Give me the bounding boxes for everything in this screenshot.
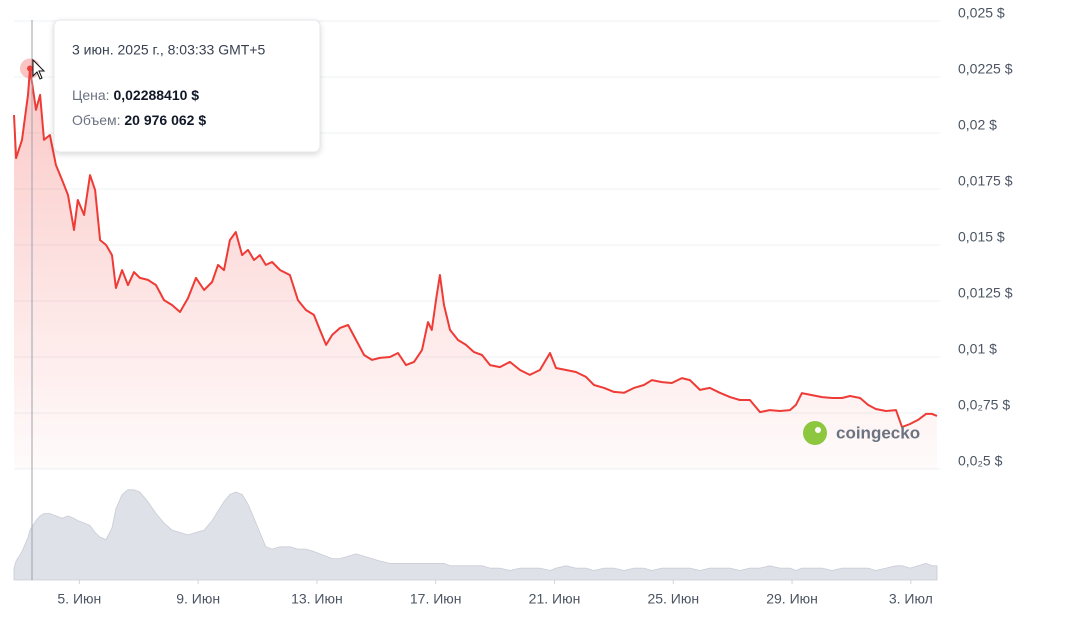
y-tick-label: 0,01 $ [958, 341, 997, 357]
y-tick-label: 0,025 $ [958, 5, 1005, 21]
y-tick-label: 0,0₂5 $ [958, 453, 1003, 469]
x-tick-label: 17. Июн [410, 591, 462, 607]
tooltip-price-label: Цена: 0,02288410 $ [72, 87, 199, 103]
tooltip-box [53, 19, 321, 153]
x-tick-label: 9. Июн [176, 591, 220, 607]
logo-icon [803, 421, 827, 445]
label: Объем: [72, 112, 121, 128]
cursor [32, 58, 46, 80]
x-tick-label: 13. Июн [291, 591, 343, 607]
volume-area [13, 489, 938, 581]
y-tick-label: 0,0₂75 $ [958, 397, 1010, 413]
x-tick-label: 3. Июл [889, 591, 933, 607]
logo-eye [815, 427, 821, 433]
y-tick-label: 0,02 $ [958, 117, 997, 133]
y-tick-label: 0,0125 $ [958, 285, 1013, 301]
price-line [13, 67, 938, 429]
y-tick-label: 0,0225 $ [958, 61, 1013, 77]
y-tick-label: 0,015 $ [958, 229, 1005, 245]
value: 0,02288410 $ [113, 87, 199, 103]
price-area [14, 68, 937, 469]
label: Цена: [72, 87, 110, 103]
x-tick-label: 21. Июн [529, 591, 581, 607]
watermark: coingecko [803, 421, 920, 445]
x-tick-label: 29. Июн [766, 591, 818, 607]
x-tick-label: 5. Июн [57, 591, 101, 607]
logo-text: coingecko [836, 423, 920, 442]
x-tick-label: 25. Июн [647, 591, 699, 607]
hover-point [27, 65, 34, 72]
tooltip: 3 июн. 2025 г., 8:03:33 GMT+5 Цена: 0,02… [53, 19, 321, 153]
tooltip-date: 3 июн. 2025 г., 8:03:33 GMT+5 [72, 42, 265, 58]
y-tick-label: 0,0175 $ [958, 173, 1013, 189]
tooltip-volume-label: Объем: 20 976 062 $ [72, 112, 206, 128]
value: 20 976 062 $ [124, 112, 206, 128]
